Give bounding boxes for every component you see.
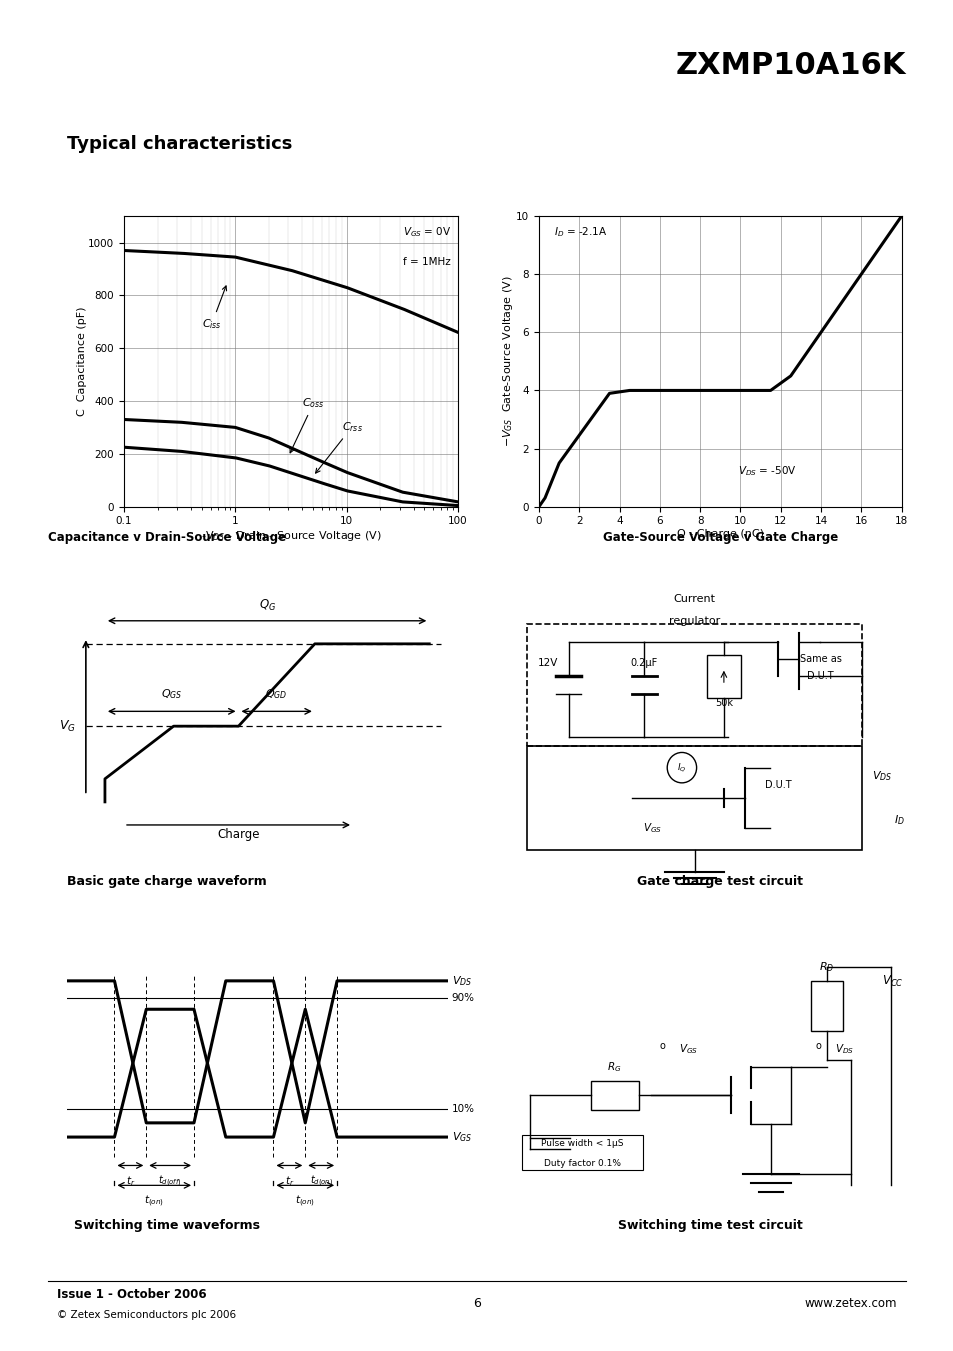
Text: Typical characteristics: Typical characteristics [67,135,292,153]
Text: $V_{DS}$: $V_{DS}$ [834,1042,853,1055]
Text: $C_{rss}$: $C_{rss}$ [315,420,362,473]
Text: $V_{CC}$: $V_{CC}$ [881,974,902,989]
Text: $V_{DS}$: $V_{DS}$ [451,974,472,988]
Text: $V_{GS}$: $V_{GS}$ [678,1042,697,1055]
Text: Pulse width < 1μS: Pulse width < 1μS [540,1139,623,1148]
Text: Gate-Source Voltage v Gate Charge: Gate-Source Voltage v Gate Charge [602,531,837,544]
Text: $Q_{GS}$: $Q_{GS}$ [161,688,182,701]
Text: © Zetex Semiconductors plc 2006: © Zetex Semiconductors plc 2006 [57,1310,236,1320]
Text: 0.2μF: 0.2μF [630,658,657,667]
Text: $V_{GS}$: $V_{GS}$ [642,821,661,835]
Text: f = 1MHz: f = 1MHz [403,257,451,267]
Text: $V_{DS}$ = -50V: $V_{DS}$ = -50V [738,463,797,478]
Y-axis label: $-V_{GS}$  Gate-Source Voltage (V): $-V_{GS}$ Gate-Source Voltage (V) [500,276,515,447]
Text: Gate charge test circuit: Gate charge test circuit [637,875,802,889]
Text: $t_r$: $t_r$ [126,1174,135,1188]
Text: $t_{d(off)}$: $t_{d(off)}$ [158,1174,182,1189]
Text: $Q_{GD}$: $Q_{GD}$ [265,688,288,701]
Text: $C_{iss}$: $C_{iss}$ [202,286,226,331]
Text: www.zetex.com: www.zetex.com [803,1297,896,1310]
Bar [810,981,842,1031]
Text: $Q_G$: $Q_G$ [258,597,275,612]
Text: $R_D$: $R_D$ [819,961,834,974]
Text: Capacitance v Drain-Source Voltage: Capacitance v Drain-Source Voltage [48,531,286,544]
Text: Basic gate charge waveform: Basic gate charge waveform [67,875,267,889]
Text: $C_{oss}$: $C_{oss}$ [290,396,324,453]
Text: 90%: 90% [451,993,474,1002]
X-axis label: Q - Charge (nC): Q - Charge (nC) [676,530,763,539]
Text: 12V: 12V [537,658,558,667]
Bar [706,655,740,698]
Text: $V_{DS}$: $V_{DS}$ [871,770,891,784]
Text: Switching time waveforms: Switching time waveforms [74,1219,259,1232]
Bar [526,746,862,850]
Text: $V_G$: $V_G$ [59,719,76,734]
Text: $R_G$: $R_G$ [607,1061,621,1074]
X-axis label: -V$_{DS}$ - Drain - Source Voltage (V): -V$_{DS}$ - Drain - Source Voltage (V) [200,530,381,543]
Bar [590,1081,638,1109]
Text: $t_{(on)}$: $t_{(on)}$ [144,1194,164,1209]
Text: Switching time test circuit: Switching time test circuit [618,1219,802,1232]
Text: $I_Q$: $I_Q$ [677,761,686,774]
Text: 50k: 50k [714,698,732,708]
Text: $I_D$ = -2.1A: $I_D$ = -2.1A [553,224,606,239]
Text: 6: 6 [473,1297,480,1310]
Text: o: o [815,1040,821,1051]
Text: D.U.T: D.U.T [764,780,791,790]
Text: o: o [659,1040,665,1051]
Text: $V_{GS}$: $V_{GS}$ [451,1131,472,1144]
Circle shape [666,753,696,782]
Text: $t_{(on)}$: $t_{(on)}$ [294,1194,315,1209]
Text: $t_r$: $t_r$ [284,1174,294,1188]
Text: Issue 1 - October 2006: Issue 1 - October 2006 [57,1288,207,1301]
Text: Duty factor 0.1%: Duty factor 0.1% [543,1159,620,1167]
Text: $I_D$: $I_D$ [893,813,903,827]
Text: Current: Current [673,594,715,604]
Text: ZXMP10A16K: ZXMP10A16K [675,51,905,80]
Text: $t_{d(on)}$: $t_{d(on)}$ [309,1174,333,1189]
Y-axis label: C  Capacitance (pF): C Capacitance (pF) [76,307,87,416]
Bar [522,1135,642,1170]
Text: $V_{GS}$ = 0V: $V_{GS}$ = 0V [402,224,451,239]
Text: 10%: 10% [451,1104,474,1113]
Text: D.U.T: D.U.T [806,671,833,681]
Bar [526,624,862,746]
Text: Same as: Same as [799,654,841,665]
Text: Charge: Charge [217,828,259,842]
Text: regulator: regulator [668,616,720,626]
